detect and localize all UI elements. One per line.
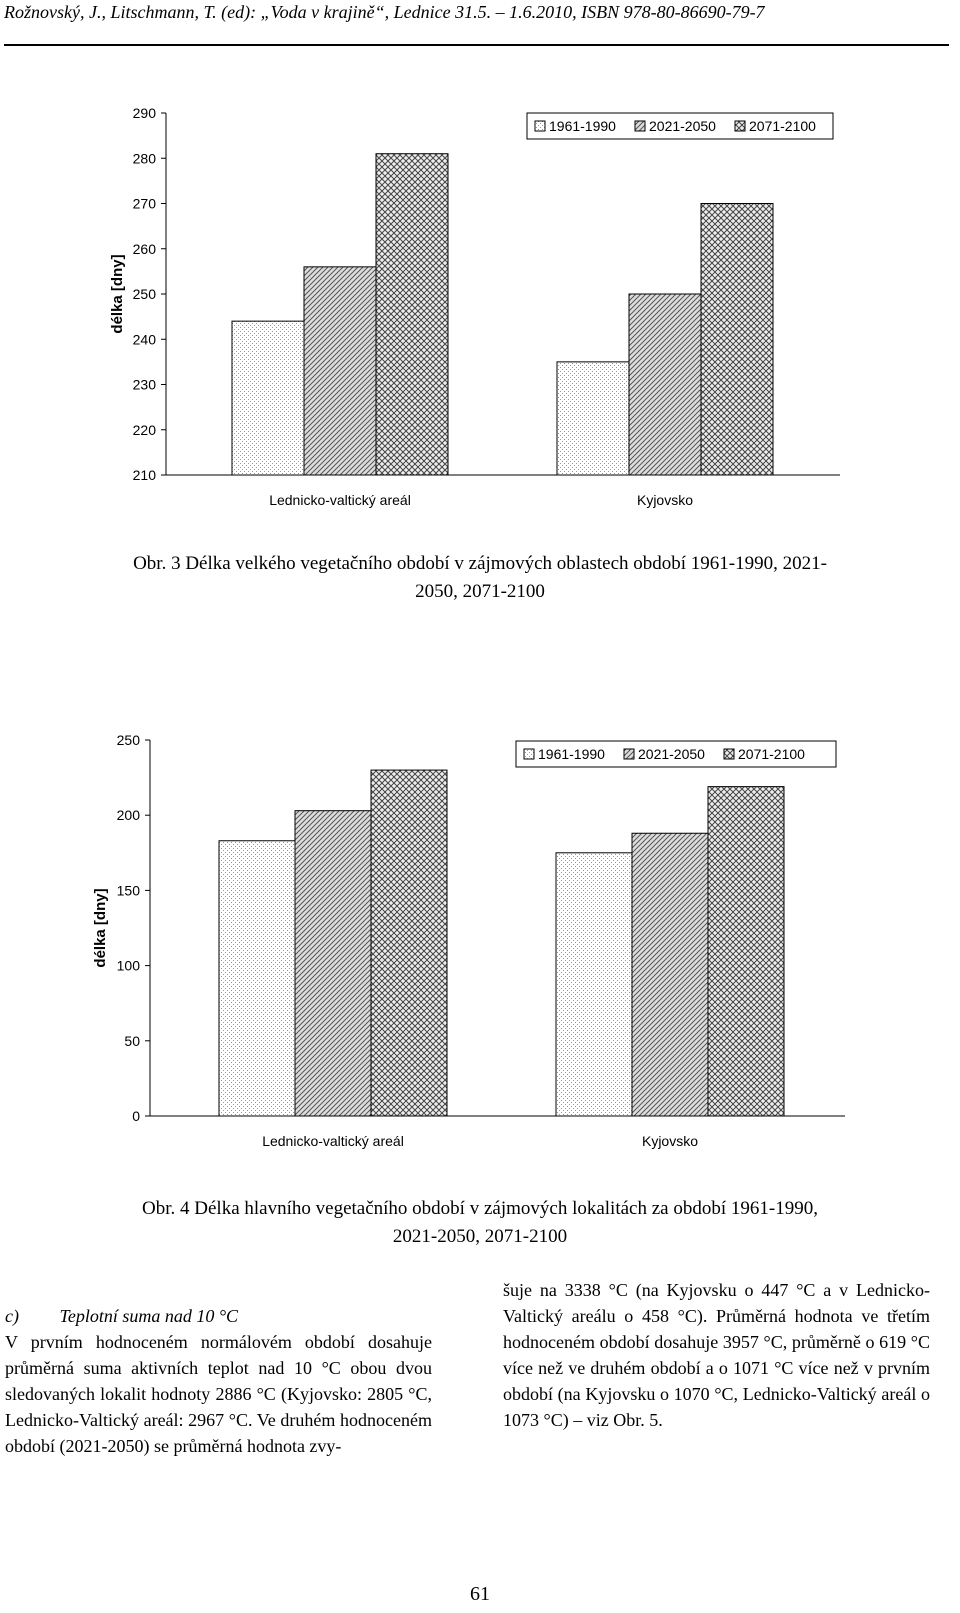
bar-2071-2100 [370, 769, 448, 1117]
legend-label: 1961-1990 [538, 746, 605, 762]
legend-label: 2021-2050 [649, 118, 716, 134]
category-label: Kyjovsko [642, 1133, 698, 1149]
legend-label: 2071-2100 [749, 118, 816, 134]
y-tick-label: 200 [117, 807, 141, 823]
y-tick-label: 210 [133, 467, 157, 483]
bar-2021-2050 [294, 810, 372, 1117]
y-tick-label: 250 [133, 286, 157, 302]
figure-4-chart: 0 50 100 150 200 250 délka [dny] Lednicko-valti… [85, 720, 865, 1160]
bar-1961-1990 [556, 361, 630, 476]
bar-2071-2100 [707, 786, 785, 1117]
bar-2071-2100 [375, 153, 449, 476]
legend-swatch [723, 748, 735, 760]
y-tick-label: 260 [133, 241, 157, 257]
category-label: Lednicko-valtický areál [262, 1133, 404, 1149]
bar-1961-1990 [231, 320, 305, 476]
legend-label: 2021-2050 [638, 746, 705, 762]
bar-1961-1990 [218, 840, 296, 1117]
figure-3-caption-line2: 2050, 2071-2100 [415, 581, 545, 602]
legend-swatch [523, 748, 535, 760]
legend-swatch [734, 120, 746, 132]
legend-swatch [534, 120, 546, 132]
figure-3-chart: 210 220 230 240 250 260 270 280 290 délka [dny] Le… [100, 95, 860, 520]
legend-label: 2071-2100 [738, 746, 805, 762]
section-subheading: c) Teplotní suma nad 10 °C [5, 1306, 239, 1326]
y-tick-label: 250 [117, 732, 141, 748]
legend-swatch [623, 748, 635, 760]
page-number: 61 [470, 1583, 490, 1605]
y-tick-label: 0 [132, 1108, 140, 1124]
category-label: Kyjovsko [637, 492, 693, 508]
y-tick-label: 240 [133, 331, 157, 347]
y-axis-label: délka [dny] [109, 254, 126, 333]
bar-2021-2050 [303, 266, 377, 476]
left-paragraph: V prvním hodnoceném normálovém období do… [5, 1332, 432, 1456]
y-tick-label: 50 [124, 1033, 140, 1049]
text-column-right: šuje na 3338 °C (na Kyjovsku o 447 °C a … [503, 1277, 930, 1433]
figure-4-caption-line2: 2021-2050, 2071-2100 [392, 1226, 568, 1247]
right-paragraph: šuje na 3338 °C (na Kyjovsku o 447 °C a … [503, 1280, 930, 1430]
y-tick-label: 290 [133, 105, 157, 121]
figure-4-caption-line1: Obr. 4 Délka hlavního vegetačního období… [142, 1198, 818, 1219]
legend-box [526, 112, 834, 140]
y-tick-label: 230 [133, 377, 157, 393]
bar-2071-2100 [700, 203, 774, 476]
running-header: Rožnovský, J., Litschmann, T. (ed): „Vod… [4, 0, 949, 46]
y-tick-label: 280 [133, 150, 157, 166]
y-axis-label: délka [dny] [92, 888, 109, 967]
figure-4-caption: Obr. 4 Délka hlavního vegetačního období… [0, 1195, 960, 1251]
bar-1961-1990 [555, 852, 633, 1117]
figure-3-svg: 210 220 230 240 250 260 270 280 290 délka [dny] Le… [109, 105, 840, 508]
legend-label: 1961-1990 [549, 118, 616, 134]
y-tick-label: 220 [133, 422, 157, 438]
y-tick-label: 270 [133, 196, 157, 212]
figure-4-svg: 0 50 100 150 200 250 délka [dny] Lednicko-valti… [92, 732, 845, 1149]
figure-3-caption-line1: Obr. 3 Délka velkého vegetačního období … [133, 553, 827, 574]
text-column-left: c) Teplotní suma nad 10 °C V prvním hodn… [5, 1303, 432, 1459]
y-tick-label: 100 [117, 958, 141, 974]
header-text: Rožnovský, J., Litschmann, T. (ed): „Vod… [4, 2, 765, 22]
category-label: Lednicko-valtický areál [269, 492, 411, 508]
bar-2021-2050 [631, 832, 709, 1117]
y-tick-label: 150 [117, 882, 141, 898]
bar-2021-2050 [628, 293, 702, 476]
figure-3-caption: Obr. 3 Délka velkého vegetačního období … [0, 550, 960, 606]
legend-box [515, 740, 837, 768]
legend-swatch [634, 120, 646, 132]
